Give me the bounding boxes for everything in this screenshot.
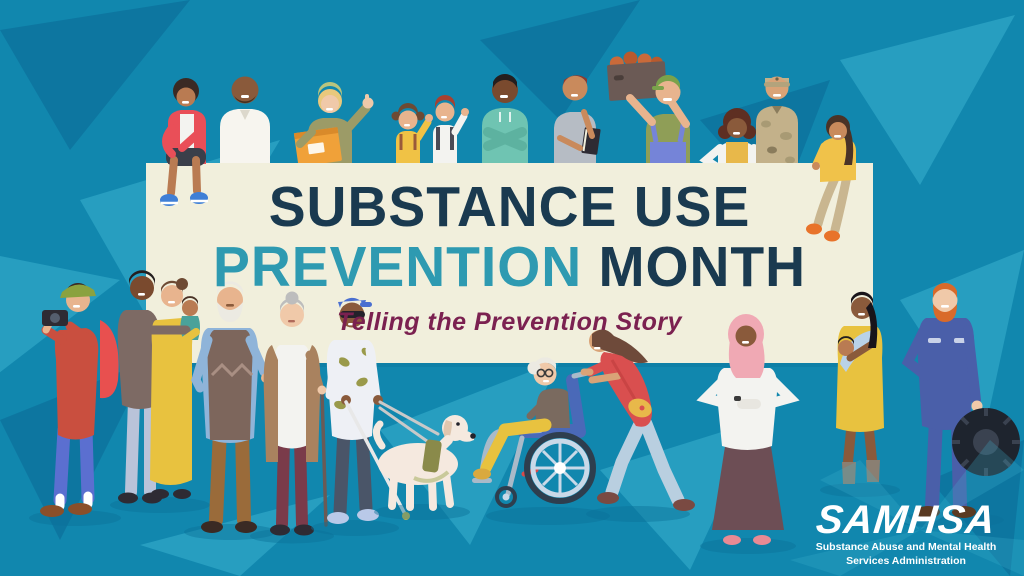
samhsa-subtitle-1: Substance Abuse and Mental Health — [815, 540, 997, 553]
figure-soldier — [756, 76, 798, 170]
figure-backpack-boy — [433, 95, 469, 170]
figure-package-woman — [293, 82, 374, 170]
rear-wheel — [524, 432, 596, 504]
figure-sitting-teen-left — [160, 78, 208, 206]
samhsa-wordmark: SAMHSA — [814, 497, 998, 542]
produce-crate — [607, 51, 668, 101]
camera — [42, 310, 68, 326]
figure-pigtail-girl — [391, 103, 433, 170]
figure-sitting-girl-right — [806, 115, 856, 242]
figure-elderly-woman — [250, 291, 334, 544]
harness-handle — [378, 400, 440, 448]
figure-hoodie-man — [482, 73, 528, 170]
figure-mother-baby — [820, 291, 900, 497]
figure-photographer — [29, 283, 121, 526]
toddler — [143, 296, 200, 350]
figure-family — [110, 270, 210, 513]
figure-wheelchair-user — [472, 357, 610, 525]
samhsa-subtitle-2: Services Administration — [846, 554, 966, 567]
book — [581, 127, 601, 155]
dog-harness — [422, 439, 442, 473]
figure-farmer — [607, 51, 690, 170]
figure-book-man — [554, 75, 601, 170]
tire — [952, 408, 1020, 476]
figure-bald-man — [220, 76, 270, 170]
figure-hijab-woman — [696, 314, 800, 554]
logo-burst — [790, 440, 1024, 576]
figure-guide-dog — [373, 415, 476, 520]
figure-wheelchair-pusher — [580, 329, 695, 522]
figure-mechanic — [896, 283, 1020, 528]
samhsa-logo: SAMHSA Substance Abuse and Mental Health… — [806, 497, 1006, 568]
